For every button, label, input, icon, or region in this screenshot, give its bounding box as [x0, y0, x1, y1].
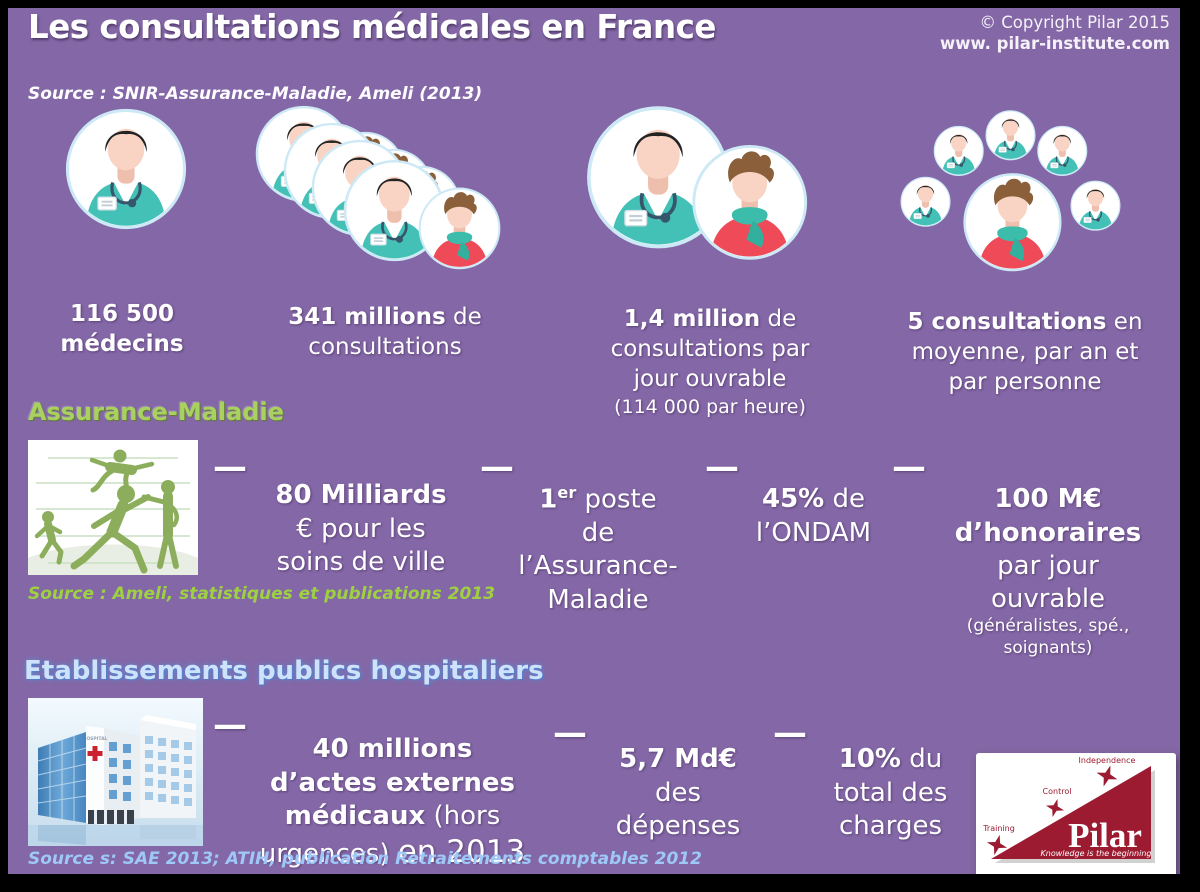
copyright-block: © Copyright Pilar 2015 www. pilar-instit…	[940, 12, 1170, 55]
hospital-sign: HOSPITAL	[83, 736, 108, 742]
stat-consultations-personne: 5 consultations en moyenne, par an et pa…	[907, 308, 1143, 395]
stat-consultations-jour-note: (114 000 par heure)	[614, 395, 806, 418]
stat-consultations-total-value: 341 millions	[288, 303, 446, 330]
hospital-building-illustration: HOSPITAL	[28, 698, 203, 846]
source-top: Source : SNIR-Assurance-Maladie, Ameli (…	[28, 84, 483, 104]
stat-consultations-jour-value: 1,4 million	[623, 305, 761, 332]
stat-consultations-personne-value: 5 consultations	[907, 308, 1107, 335]
pilar-logo: Pilar Knowledge is the beginning Indepen…	[976, 753, 1176, 874]
pilar-brand-text: Pilar	[1068, 816, 1142, 855]
kpi-premier-poste: 1er poste de l’Assurance- Maladie	[518, 483, 678, 615]
separator-dash: —	[553, 713, 587, 753]
pilar-label-training: Training	[982, 824, 1015, 833]
kpi-40-millions-actes: 40 millions d’actes externes médicaux (h…	[259, 734, 526, 871]
kpi-honoraires-note: (généralistes, spé., soignants)	[966, 616, 1130, 659]
separator-dash: —	[773, 713, 807, 753]
separator-dash: —	[480, 447, 514, 487]
pilar-label-control: Control	[1043, 787, 1072, 796]
section-heading-assurance: Assurance-Maladie	[28, 398, 284, 426]
kpi-actes-annee: en 2013	[397, 834, 526, 871]
doctor-patient-stack-icon	[255, 105, 505, 279]
separator-dash: —	[213, 705, 247, 745]
website-url: www. pilar-institute.com	[940, 34, 1170, 54]
kpi-10-pourcent-charges: 10% du total des charges	[833, 744, 948, 841]
copyright-text: © Copyright Pilar 2015	[979, 13, 1171, 32]
kpi-100-meuros-honoraires: 100 M€ d’honoraires par jour ouvrable (g…	[923, 450, 1173, 693]
section-heading-hopitaux: Etablissements publics hospitaliers	[24, 656, 544, 686]
stat-consultations-jour: 1,4 million de consultations par jour ou…	[560, 275, 860, 449]
stat-medecins-value: 116 500 médecins	[60, 300, 184, 357]
separator-dash: —	[705, 447, 739, 487]
doctor-patient-pair-icon	[586, 105, 808, 269]
stat-consultations-total: 341 millions de consultations	[288, 303, 482, 360]
separator-dash: —	[213, 447, 247, 487]
source-hopitaux: Source s: SAE 2013; ATIH, publication Re…	[28, 849, 702, 869]
stat-medecins: 116 500 médecins	[22, 270, 222, 360]
infographic-canvas: Les consultations médicales en France © …	[8, 8, 1180, 874]
source-assurance: Source : Ameli, statistiques et publicat…	[28, 584, 495, 604]
kpi-80-milliards: 80 Milliards € pour les soins de ville	[275, 480, 447, 577]
page-title: Les consultations médicales en France	[28, 8, 716, 46]
doctor-avatar-icon	[65, 108, 187, 234]
pilar-label-independence: Independence	[1079, 756, 1136, 765]
separator-dash: —	[892, 447, 926, 487]
patient-among-doctors-icon	[898, 106, 1123, 278]
kpi-45-pourcent-ondam: 45% de l’ONDAM	[755, 484, 872, 548]
pilar-tagline: Knowledge is the beginning	[1041, 849, 1152, 858]
kpi-5-7-mdeuros: 5,7 Md€ des dépenses	[615, 744, 741, 841]
active-people-illustration	[28, 440, 198, 575]
